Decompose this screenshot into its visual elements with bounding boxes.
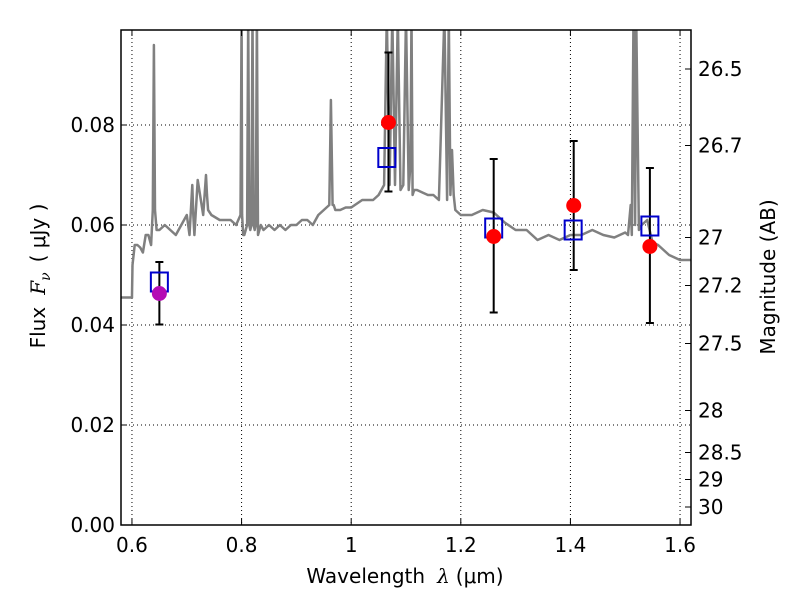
y-tick-label: 0.06 bbox=[70, 213, 115, 237]
y2-tick-label: 28.5 bbox=[698, 441, 743, 465]
markers-layer bbox=[149, 115, 660, 301]
synthetic-square-marker bbox=[640, 215, 660, 237]
plot-frame bbox=[120, 29, 692, 526]
observed-point-marker bbox=[642, 239, 658, 254]
observed-point-marker bbox=[151, 286, 167, 301]
synthetic-square-marker bbox=[563, 219, 583, 241]
synthetic-square-marker bbox=[377, 147, 397, 168]
y-axis-title: FluxFν( μJy ) bbox=[26, 204, 54, 349]
axis-ticks bbox=[121, 30, 691, 526]
x-tick-label: 0.6 bbox=[116, 533, 148, 557]
x-tick-label: 1.4 bbox=[555, 533, 587, 557]
y2-tick-label: 28 bbox=[698, 399, 723, 423]
y2-tick-label: 27 bbox=[698, 226, 723, 250]
y-tick-label: 0.02 bbox=[70, 413, 115, 437]
y-tick-label: 0.00 bbox=[70, 513, 115, 537]
grid-lines bbox=[121, 30, 691, 525]
x-tick-label: 0.8 bbox=[226, 533, 258, 557]
y-tick-label: 0.08 bbox=[70, 113, 115, 137]
x-tick-label: 1.2 bbox=[445, 533, 477, 557]
y2-tick-label: 26.7 bbox=[698, 134, 743, 158]
y2-tick-label: 30 bbox=[698, 495, 723, 519]
y2-tick-label: 26.5 bbox=[698, 57, 743, 81]
spectrum-line bbox=[121, 30, 691, 299]
observed-point-marker bbox=[566, 198, 582, 213]
observed-point-marker bbox=[380, 115, 396, 130]
observed-point-marker bbox=[486, 229, 502, 244]
y-tick-label: 0.04 bbox=[70, 313, 115, 337]
tick-labels: 0.6 0.8 1 1.2 1.4 1.6 0.00 0.02 0.04 0.06 0.08 26.5… bbox=[70, 57, 742, 557]
y2-tick-label: 29 bbox=[698, 468, 723, 492]
y2-axis-title: Magnitude (AB) bbox=[756, 199, 780, 354]
x-axis-title: Wavelength λ (μm) bbox=[306, 564, 503, 588]
x-tick-label: 1.6 bbox=[664, 533, 696, 557]
spectrum-layer bbox=[121, 30, 691, 299]
y2-tick-label: 27.5 bbox=[698, 332, 743, 356]
x-tick-label: 1 bbox=[345, 533, 358, 557]
y2-tick-label: 27.2 bbox=[698, 274, 743, 298]
